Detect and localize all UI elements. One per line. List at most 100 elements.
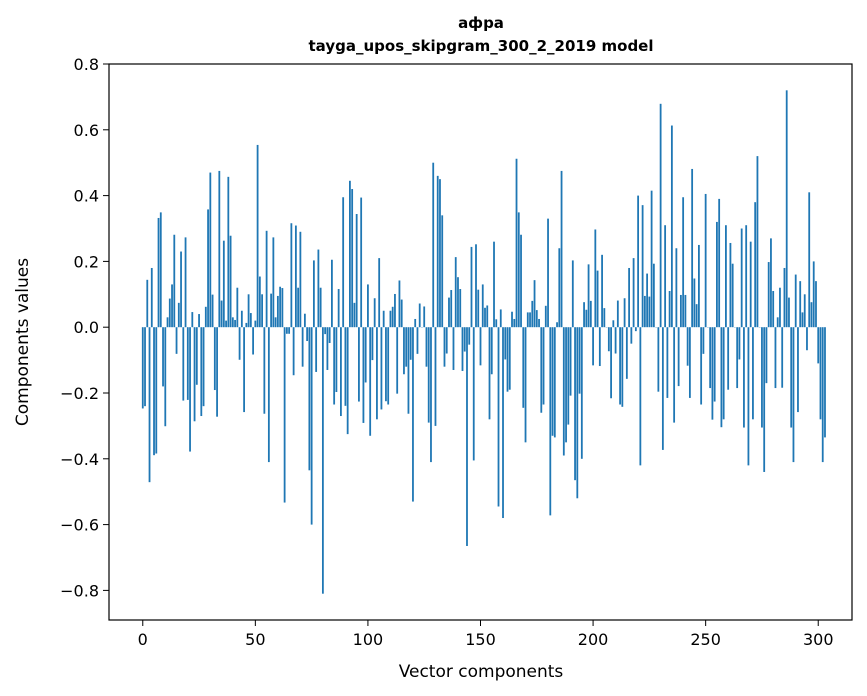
bar [788, 297, 790, 328]
bar [389, 310, 392, 328]
bar [380, 327, 383, 410]
bar [542, 327, 545, 405]
bar [551, 327, 554, 436]
bar [695, 304, 698, 328]
y-tick-label: 0.0 [74, 318, 99, 337]
bar [794, 274, 797, 328]
bar [709, 327, 712, 389]
bar [585, 309, 588, 328]
bar [682, 197, 685, 328]
bar [560, 170, 563, 328]
bar [587, 264, 590, 328]
x-tick-label: 250 [690, 630, 721, 649]
bar [337, 289, 340, 328]
bar [499, 309, 502, 328]
bar [256, 144, 259, 328]
bar [452, 327, 455, 370]
bar [522, 327, 525, 408]
bar [369, 327, 372, 436]
bar [770, 238, 772, 328]
bar [211, 294, 214, 328]
bar [797, 327, 799, 413]
bar [328, 327, 331, 343]
bar [803, 294, 806, 328]
bar [425, 327, 428, 367]
bar [418, 303, 421, 328]
bar [592, 327, 594, 366]
bar [785, 90, 788, 328]
bar [571, 260, 574, 328]
bar [423, 306, 426, 328]
bar [218, 170, 221, 328]
bar [454, 257, 457, 328]
x-axis-label: Vector components [399, 662, 564, 682]
bar [641, 205, 644, 328]
bar [612, 320, 615, 328]
bar [481, 284, 484, 328]
bar [637, 195, 640, 328]
bar [177, 302, 180, 328]
bar [657, 327, 660, 392]
bar [565, 327, 567, 443]
bar [153, 327, 155, 456]
bar [162, 327, 164, 387]
bar [150, 267, 153, 328]
bar [173, 234, 176, 328]
bar [193, 327, 196, 422]
bar [625, 327, 628, 379]
bar [229, 235, 232, 328]
bar [202, 327, 205, 407]
bar [141, 327, 144, 409]
bar [243, 327, 245, 413]
bar [643, 295, 646, 328]
bar [607, 327, 610, 352]
bar [315, 327, 318, 372]
bar [578, 327, 581, 394]
bar [675, 248, 678, 328]
y-tick-label: 0.6 [74, 121, 99, 140]
bar [191, 312, 194, 328]
bar [288, 327, 291, 334]
y-tick-label: −0.6 [60, 516, 99, 535]
bar [367, 284, 369, 328]
bar [718, 198, 721, 328]
bar [702, 327, 705, 354]
bar [450, 290, 453, 328]
bar [603, 308, 606, 328]
bar [340, 327, 342, 417]
bar [821, 327, 824, 463]
bar [556, 322, 558, 328]
bar [756, 156, 759, 328]
bar [319, 287, 322, 328]
bar [457, 277, 459, 328]
bar [459, 289, 462, 328]
x-tick-label: 100 [353, 630, 384, 649]
bar [594, 229, 597, 328]
bar [342, 197, 345, 328]
bar [272, 237, 275, 328]
bar [360, 197, 363, 328]
bar [247, 294, 250, 328]
bar [524, 327, 527, 443]
bar [808, 192, 811, 328]
bar [231, 317, 234, 328]
bar [470, 246, 473, 328]
bar [477, 289, 480, 328]
bar [725, 225, 727, 328]
bar [164, 327, 167, 427]
bar [198, 314, 200, 328]
bar [508, 327, 511, 390]
bar [601, 254, 603, 328]
bar [648, 296, 651, 328]
bar [391, 306, 394, 328]
bar [279, 286, 282, 328]
bar [533, 280, 536, 328]
bar [616, 300, 619, 328]
bar [783, 267, 786, 328]
bar [553, 327, 556, 438]
bar [713, 327, 716, 402]
bar [540, 327, 543, 413]
bar [466, 327, 468, 546]
bar [394, 293, 396, 328]
bar [738, 327, 741, 360]
